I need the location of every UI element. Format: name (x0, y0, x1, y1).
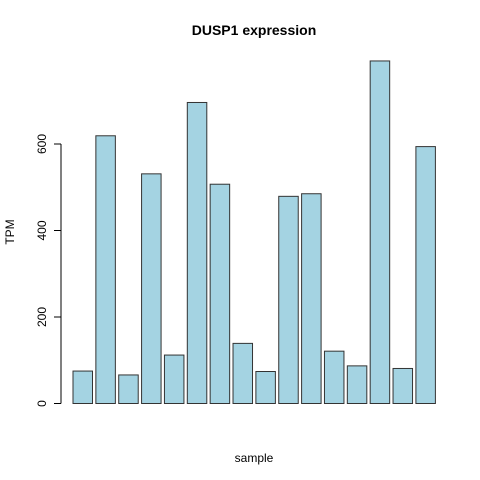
bar (255, 371, 276, 404)
y-tick-label: 200 (35, 307, 49, 327)
bar (415, 146, 436, 404)
bar (209, 183, 231, 404)
bar (278, 195, 299, 404)
y-tick-label: 400 (35, 220, 49, 240)
bar (163, 354, 185, 404)
y-tick-label: 0 (35, 400, 49, 407)
bar (232, 342, 254, 405)
bar (346, 365, 368, 404)
bar (72, 370, 93, 404)
bar (95, 135, 116, 404)
bar (301, 193, 322, 404)
bar (118, 374, 139, 405)
x-axis-label: sample (235, 451, 274, 465)
bar (141, 173, 162, 404)
bar (369, 60, 391, 405)
chart-title: DUSP1 expression (192, 22, 317, 38)
bar (186, 101, 208, 404)
bar (323, 350, 345, 405)
y-axis: 0 200 400 600 (35, 134, 62, 407)
bars-group (72, 60, 436, 405)
y-tick-label: 600 (35, 134, 49, 154)
y-axis-label: TPM (3, 219, 17, 244)
bar (392, 367, 414, 404)
